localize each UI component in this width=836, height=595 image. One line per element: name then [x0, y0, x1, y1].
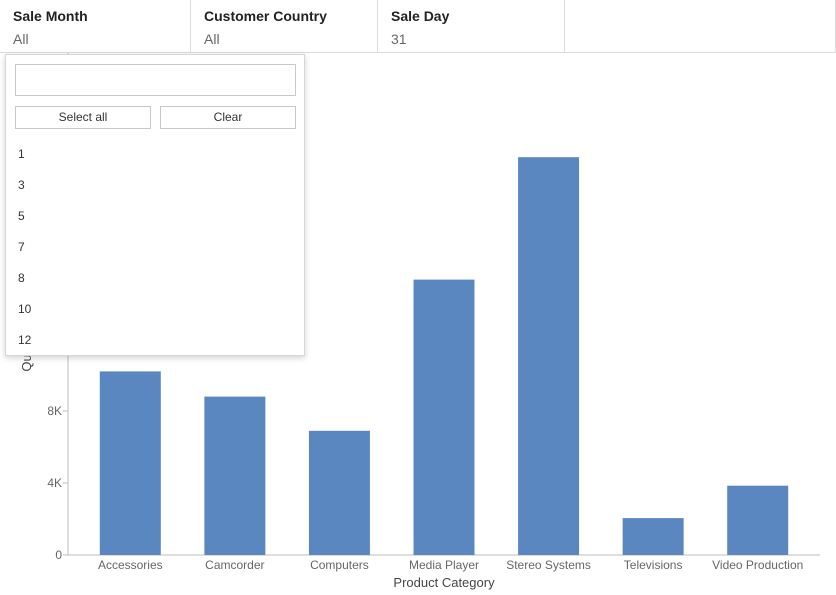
- y-tick-label: 8K: [47, 404, 62, 418]
- dropdown-option[interactable]: 3: [18, 178, 25, 192]
- dropdown-search-input[interactable]: [15, 64, 296, 96]
- y-tick-label: 0: [55, 548, 62, 562]
- x-tick-label: Computers: [310, 558, 369, 572]
- bar-televisions: [622, 518, 684, 555]
- y-tick-label: 4K: [47, 476, 62, 490]
- x-tick-label: Video Production: [712, 558, 803, 572]
- bar-media-player: [413, 279, 475, 555]
- filter-customer-country-value: All: [204, 31, 220, 47]
- y-axis-title: Qu: [19, 354, 34, 371]
- sale-month-dropdown: Select all Clear 1 3 5 7 8 10 12: [5, 54, 305, 356]
- dropdown-options-list: 1 3 5 7 8 10 12: [6, 139, 304, 356]
- bar-camcorder: [204, 396, 266, 555]
- bar-computers: [308, 430, 370, 555]
- x-tick-label: Accessories: [98, 558, 163, 572]
- filter-sale-day-title: Sale Day: [391, 8, 450, 24]
- filter-sale-month-title: Sale Month: [13, 8, 88, 24]
- filter-customer-country[interactable]: Customer Country All: [191, 0, 378, 53]
- filter-sale-day[interactable]: Sale Day 31: [378, 0, 565, 53]
- bar-accessories: [99, 371, 161, 555]
- filter-bar: Sale Month All Customer Country All Sale…: [0, 0, 836, 53]
- dropdown-option[interactable]: 1: [18, 147, 25, 161]
- x-tick-label: Televisions: [624, 558, 683, 572]
- dropdown-option[interactable]: 10: [18, 302, 32, 316]
- select-all-button[interactable]: Select all: [15, 106, 151, 129]
- bar-chart: 0 4K 8K Accessories Camcorder Computers Media …: [19, 53, 820, 590]
- dropdown-option[interactable]: 5: [18, 209, 25, 223]
- bar-video-production: [727, 485, 789, 555]
- dropdown-option[interactable]: 8: [18, 271, 25, 285]
- x-tick-label: Media Player: [409, 558, 479, 572]
- filter-sale-month[interactable]: Sale Month All: [0, 0, 191, 53]
- filter-sale-month-value: All: [13, 31, 29, 47]
- x-tick-label: Camcorder: [205, 558, 264, 572]
- filter-sale-day-value: 31: [391, 31, 407, 47]
- filter-customer-country-title: Customer Country: [204, 8, 327, 24]
- x-axis-title: Product Category: [393, 575, 495, 590]
- dropdown-option[interactable]: 7: [18, 240, 25, 254]
- clear-button[interactable]: Clear: [160, 106, 296, 129]
- x-tick-label: Stereo Systems: [506, 558, 591, 572]
- dropdown-option[interactable]: 12: [18, 333, 32, 347]
- bar-stereo-systems: [518, 157, 580, 555]
